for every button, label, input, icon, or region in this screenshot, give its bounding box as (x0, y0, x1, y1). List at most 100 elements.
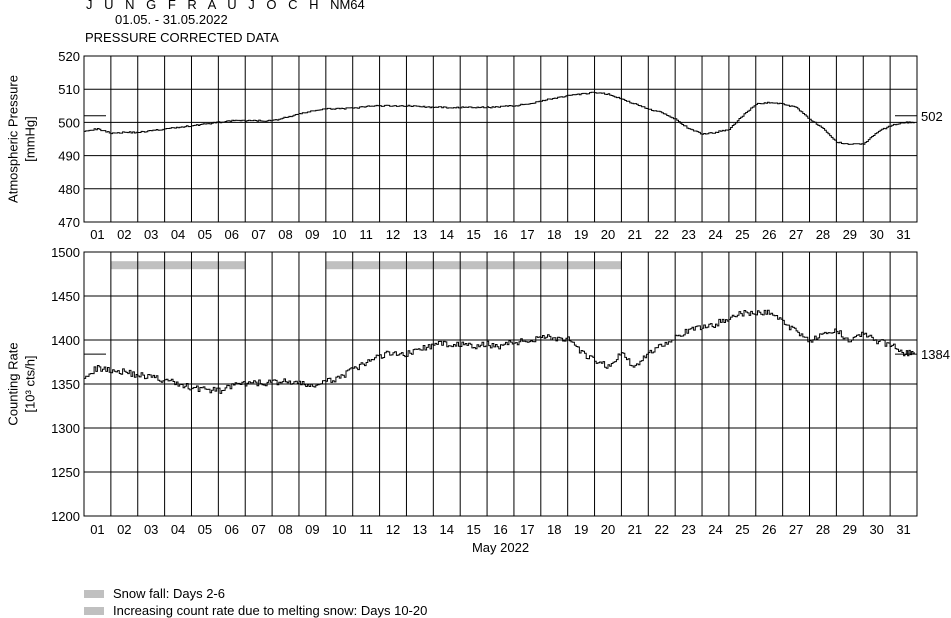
x-tick-label: 10 (332, 522, 346, 537)
x-tick-label: 15 (466, 522, 480, 537)
x-tick-label: 06 (225, 522, 239, 537)
y-tick-label: 510 (58, 82, 80, 97)
x-tick-label: 20 (601, 227, 615, 242)
x-tick-label: 16 (493, 227, 507, 242)
x-tick-label: 28 (816, 522, 830, 537)
y-axis-label: Atmospheric Pressure (5, 75, 20, 203)
y-tick-label: 1300 (51, 421, 80, 436)
period-band-2 (325, 261, 622, 270)
y-axis-label: Counting Rate (5, 342, 20, 425)
x-tick-label: 11 (359, 227, 373, 242)
y-tick-label: 1450 (51, 289, 80, 304)
x-tick-label: 26 (762, 522, 776, 537)
x-tick-label: 27 (789, 522, 803, 537)
x-tick-label: 20 (601, 522, 615, 537)
x-tick-label: 01 (90, 522, 104, 537)
x-tick-label: 04 (171, 522, 185, 537)
x-tick-label: 30 (869, 522, 883, 537)
x-tick-label: 30 (869, 227, 883, 242)
x-tick-label: 31 (896, 522, 910, 537)
y-tick-label: 1500 (51, 245, 80, 260)
y-tick-label: 520 (58, 49, 80, 64)
legend-item-snow: Snow fall: Days 2-6 (84, 586, 225, 601)
x-tick-label: 10 (332, 227, 346, 242)
x-tick-label: 31 (896, 227, 910, 242)
series-line-1 (84, 91, 915, 145)
x-tick-label: 09 (305, 522, 319, 537)
x-tick-label: 04 (171, 227, 185, 242)
legend-item-melting: Increasing count rate due to melting sno… (84, 603, 427, 618)
x-tick-label: 06 (225, 227, 239, 242)
x-tick-label: 29 (843, 227, 857, 242)
plot-frame (83, 251, 918, 517)
x-tick-label: 24 (708, 227, 722, 242)
legend-swatch-melting (84, 606, 104, 615)
x-tick-label: 28 (816, 227, 830, 242)
x-tick-label: 11 (359, 522, 373, 537)
x-tick-label: 24 (708, 522, 722, 537)
y-axis-unit: [10³ cts/h] (22, 355, 37, 412)
plot-frame (83, 55, 918, 223)
chart-panel-2: 1200 1250 1300 1350 1400 1450 1500 01 02 03 04 05 06… (5, 245, 949, 555)
x-tick-label: 19 (574, 522, 588, 537)
x-tick-label: 14 (440, 522, 454, 537)
x-tick-label: 08 (278, 522, 292, 537)
x-tick-label: 07 (251, 522, 265, 537)
y-tick-label: 490 (58, 149, 80, 164)
x-tick-label: 22 (654, 227, 668, 242)
x-tick-label: 01 (90, 227, 104, 242)
x-tick-label: 16 (493, 522, 507, 537)
x-tick-label: 13 (413, 522, 427, 537)
x-tick-label: 19 (574, 227, 588, 242)
legend-label-snow: Snow fall: Days 2-6 (113, 586, 225, 601)
station-name: J U N G F R A U J O C H (86, 0, 323, 12)
period-band-1 (110, 261, 246, 270)
x-tick-label: 12 (386, 227, 400, 242)
x-tick-label: 23 (681, 522, 695, 537)
x-tick-label: 05 (198, 522, 212, 537)
x-tick-label: 03 (144, 227, 158, 242)
x-tick-label: 13 (413, 227, 427, 242)
reference-value-label: 502 (921, 109, 943, 124)
x-tick-label: 23 (681, 227, 695, 242)
series-line-1 (84, 309, 915, 394)
y-tick-label: 1400 (51, 333, 80, 348)
data-subtitle: PRESSURE CORRECTED DATA (85, 30, 279, 45)
x-tick-label: 08 (278, 227, 292, 242)
x-tick-label: 07 (251, 227, 265, 242)
x-tick-label: 12 (386, 522, 400, 537)
x-tick-label: 03 (144, 522, 158, 537)
x-tick-label: 25 (735, 522, 749, 537)
x-tick-label: 17 (520, 227, 534, 242)
x-axis-label: May 2022 (472, 540, 529, 555)
date-range: 01.05. - 31.05.2022 (115, 12, 228, 27)
reference-value-label: 1384 (921, 347, 950, 362)
y-tick-label: 1250 (51, 465, 80, 480)
x-tick-label: 15 (466, 227, 480, 242)
y-tick-label: 480 (58, 182, 80, 197)
x-tick-label: 14 (440, 227, 454, 242)
x-tick-label: 22 (654, 522, 668, 537)
x-tick-label: 26 (762, 227, 776, 242)
x-tick-label: 09 (305, 227, 319, 242)
x-tick-label: 02 (117, 522, 131, 537)
y-axis-unit: [mmHg] (22, 116, 37, 162)
x-tick-label: 17 (520, 522, 534, 537)
x-tick-label: 21 (628, 522, 642, 537)
x-tick-label: 29 (843, 522, 857, 537)
legend-label-melting: Increasing count rate due to melting sno… (113, 603, 428, 618)
x-tick-label: 02 (117, 227, 131, 242)
x-tick-label: 21 (628, 227, 642, 242)
x-tick-label: 05 (198, 227, 212, 242)
x-tick-label: 18 (547, 522, 561, 537)
x-tick-label: 25 (735, 227, 749, 242)
legend-swatch-snow (84, 589, 104, 598)
y-tick-label: 1200 (51, 509, 80, 524)
chart-panel-1: 470 480 490 500 510 520 01 02 03 04 05 06 07 08 09 10 11… (5, 49, 942, 242)
y-tick-label: 1350 (51, 377, 80, 392)
y-tick-label: 500 (58, 115, 80, 130)
y-tick-label: 470 (58, 215, 80, 230)
x-tick-label: 18 (547, 227, 561, 242)
station-code: NM64 (330, 0, 365, 12)
